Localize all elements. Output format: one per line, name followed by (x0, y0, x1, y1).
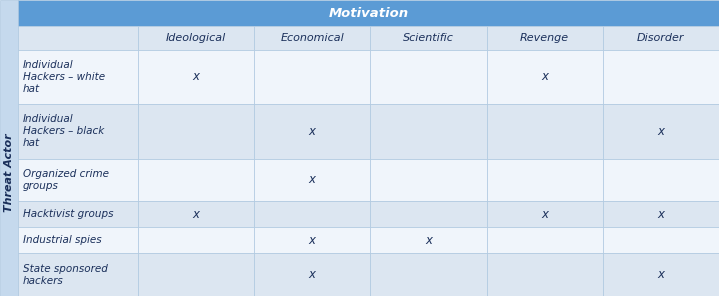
Text: x: x (193, 208, 200, 221)
Bar (487, 104, 603, 159)
Bar (138, 159, 255, 201)
Bar (370, 50, 487, 104)
Bar (255, 159, 370, 201)
Bar (487, 50, 603, 104)
Bar (370, 227, 487, 253)
Bar (18, 201, 138, 227)
Bar (370, 104, 487, 159)
Bar (603, 159, 719, 201)
Bar (487, 253, 603, 296)
Text: Ideological: Ideological (166, 33, 226, 43)
Bar (370, 26, 487, 50)
Bar (603, 26, 719, 50)
Text: x: x (541, 70, 548, 83)
Text: x: x (425, 234, 432, 247)
Bar (255, 50, 370, 104)
Bar (18, 26, 138, 50)
Text: Individual
Hackers – white
hat: Individual Hackers – white hat (23, 60, 105, 94)
Text: x: x (657, 268, 664, 281)
Text: Disorder: Disorder (637, 33, 684, 43)
Bar (138, 50, 255, 104)
Bar (255, 26, 370, 50)
Text: x: x (308, 125, 316, 138)
Text: State sponsored
hackers: State sponsored hackers (23, 264, 108, 286)
Bar (603, 201, 719, 227)
Bar (18, 227, 138, 253)
Bar (603, 104, 719, 159)
Bar (18, 0, 719, 26)
Bar (370, 253, 487, 296)
Bar (18, 253, 138, 296)
Bar (487, 201, 603, 227)
Text: x: x (541, 208, 548, 221)
Bar (603, 50, 719, 104)
Bar (138, 26, 255, 50)
Text: x: x (308, 173, 316, 186)
Bar (370, 159, 487, 201)
Text: Threat Actor: Threat Actor (4, 133, 14, 212)
Text: Scientific: Scientific (403, 33, 454, 43)
Text: x: x (657, 208, 664, 221)
Bar (138, 201, 255, 227)
Text: Organized crime
groups: Organized crime groups (23, 169, 109, 191)
Bar (18, 159, 138, 201)
Bar (255, 253, 370, 296)
Bar (603, 253, 719, 296)
Text: Hacktivist groups: Hacktivist groups (23, 209, 114, 219)
Text: x: x (308, 268, 316, 281)
Text: x: x (308, 234, 316, 247)
Bar (138, 104, 255, 159)
Bar (255, 227, 370, 253)
Bar (487, 159, 603, 201)
Bar (18, 50, 138, 104)
Bar (0, 0, 18, 296)
Bar (603, 227, 719, 253)
Text: Industrial spies: Industrial spies (23, 235, 101, 245)
Text: Individual
Hackers – black
hat: Individual Hackers – black hat (23, 115, 104, 148)
Bar (487, 227, 603, 253)
Bar (18, 104, 138, 159)
Bar (487, 26, 603, 50)
Text: x: x (193, 70, 200, 83)
Bar (138, 253, 255, 296)
Text: x: x (657, 125, 664, 138)
Text: Economical: Economical (280, 33, 344, 43)
Text: Motivation: Motivation (329, 7, 408, 20)
Bar (255, 104, 370, 159)
Text: Revenge: Revenge (520, 33, 569, 43)
Bar (138, 227, 255, 253)
Bar (255, 201, 370, 227)
Bar (370, 201, 487, 227)
